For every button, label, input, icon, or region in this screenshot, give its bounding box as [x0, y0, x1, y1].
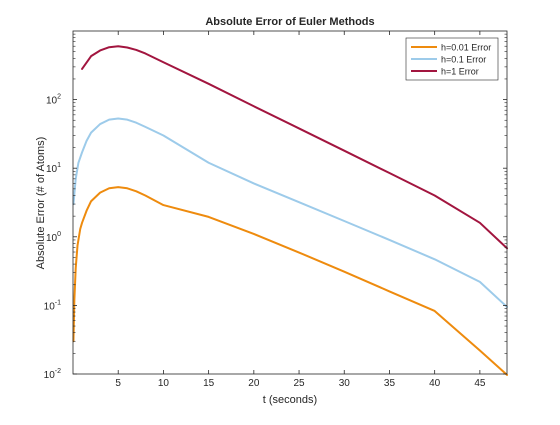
- x-axis-ticks: 5 10 15 20 25 30 35 40 45: [115, 31, 486, 389]
- chart-title: Absolute Error of Euler Methods: [205, 16, 374, 28]
- y-tick-label: 102: [46, 94, 61, 107]
- y-tick-label: 10-1: [44, 299, 61, 312]
- y-axis-label: Absolute Error (# of Atoms): [35, 137, 47, 270]
- x-tick-label: 30: [339, 378, 351, 389]
- legend: h=0.01 Error h=0.1 Error h=1 Error: [405, 37, 499, 81]
- y-tick-label: 10-2: [44, 368, 61, 381]
- legend-label-2: h=1 Error: [441, 67, 479, 77]
- x-tick-label: 35: [384, 378, 396, 389]
- series-line-0: [72, 186, 508, 376]
- y-tick-label: 101: [46, 162, 61, 175]
- y-axis-ticks: 10-2 10-1 100 101 102: [44, 33, 507, 381]
- x-tick-label: 25: [293, 378, 305, 389]
- x-tick-label: 20: [248, 378, 260, 389]
- series-line-1: [72, 117, 508, 308]
- plot-frame: [72, 30, 508, 375]
- x-tick-label: 15: [203, 378, 215, 389]
- plot-area: [73, 31, 507, 374]
- x-tick-label: 5: [115, 378, 121, 389]
- legend-label-0: h=0.01 Error: [441, 43, 491, 53]
- x-axis-label: t (seconds): [263, 394, 317, 406]
- y-tick-label: 100: [46, 231, 61, 244]
- x-tick-label: 40: [429, 378, 441, 389]
- x-tick-label: 45: [474, 378, 486, 389]
- x-tick-label: 10: [158, 378, 170, 389]
- series-line-2: [81, 45, 508, 250]
- series-layer: [72, 45, 508, 376]
- legend-label-1: h=0.1 Error: [441, 55, 486, 65]
